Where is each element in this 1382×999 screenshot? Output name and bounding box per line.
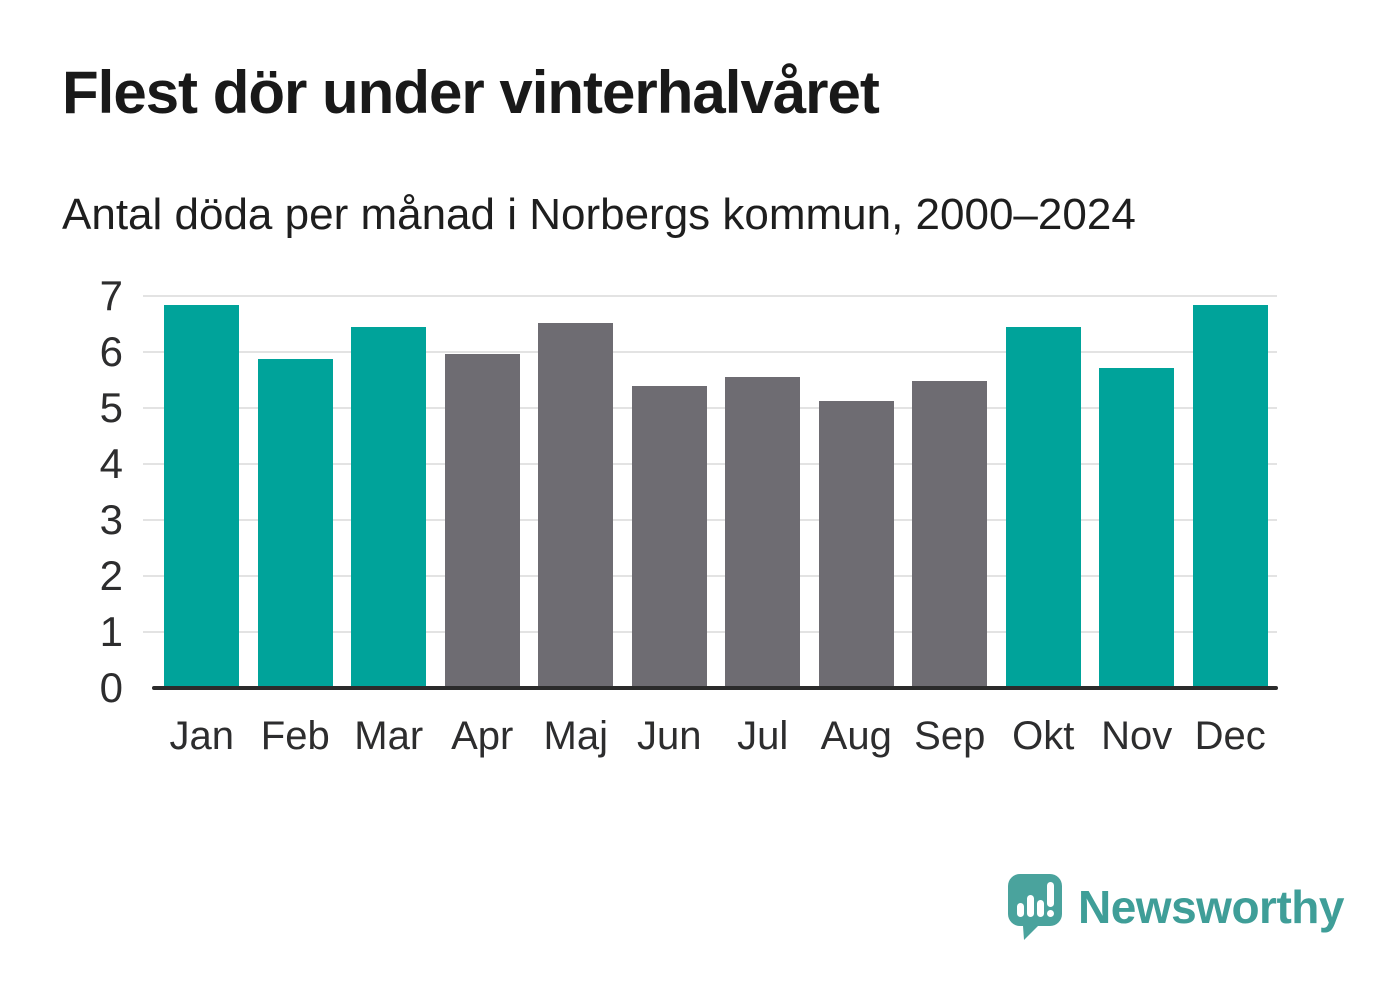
- x-tick-label-feb: Feb: [260, 714, 330, 758]
- newsworthy-logo-text: Newsworthy: [1078, 881, 1344, 933]
- gridline-y-7: [155, 295, 1277, 297]
- x-axis-line: [152, 686, 1278, 690]
- gridline-y-4: [155, 463, 1277, 465]
- newsworthy-speech-bubble-icon: [1008, 874, 1062, 940]
- bar-maj: [538, 322, 614, 688]
- gridline-y-6: [155, 351, 1277, 353]
- bar-feb: [257, 358, 333, 688]
- y-tick-mark-3: [143, 519, 155, 521]
- newsworthy-logo: Newsworthy: [1008, 874, 1344, 940]
- x-tick-label-jan: Jan: [169, 714, 235, 758]
- y-tick-label-4: 4: [99, 440, 123, 487]
- y-tick-mark-7: [143, 295, 155, 297]
- y-tick-label-6: 6: [99, 328, 123, 375]
- bar-sep: [912, 381, 988, 688]
- gridline-y-2: [155, 575, 1277, 577]
- x-tick-label-maj: Maj: [543, 714, 608, 758]
- y-tick-label-3: 3: [99, 496, 123, 543]
- gridline-y-1: [155, 631, 1277, 633]
- x-tick-label-apr: Apr: [451, 714, 514, 758]
- y-tick-label-0: 0: [99, 664, 123, 711]
- bar-apr: [444, 354, 520, 688]
- bar-jun: [631, 385, 707, 688]
- y-tick-label-7: 7: [99, 272, 123, 319]
- bar-okt: [1005, 327, 1081, 688]
- x-tick-label-jun: Jun: [637, 714, 702, 758]
- x-tick-label-nov: Nov: [1101, 714, 1173, 758]
- bar-mar: [351, 327, 427, 688]
- gridline-y-3: [155, 519, 1277, 521]
- y-tick-mark-6: [143, 351, 155, 353]
- bar-jan: [164, 304, 240, 688]
- plot-area: [143, 295, 1277, 688]
- x-tick-label-mar: Mar: [354, 714, 424, 758]
- y-tick-mark-2: [143, 575, 155, 577]
- y-tick-mark-4: [143, 463, 155, 465]
- bar-aug: [818, 401, 894, 688]
- x-tick-label-dec: Dec: [1194, 714, 1266, 758]
- bar-jul: [725, 376, 801, 688]
- bar-dec: [1192, 304, 1268, 688]
- bar-nov: [1099, 367, 1175, 688]
- x-tick-label-sep: Sep: [914, 714, 986, 758]
- x-tick-label-jul: Jul: [737, 714, 789, 758]
- y-axis-labels: 0 1 2 3 4 5 6 7: [40, 272, 140, 711]
- y-tick-label-5: 5: [99, 384, 123, 431]
- y-tick-label-1: 1: [99, 608, 123, 655]
- y-tick-mark-1: [143, 631, 155, 633]
- y-tick-label-2: 2: [99, 552, 123, 599]
- x-tick-label-aug: Aug: [820, 714, 892, 758]
- x-tick-label-okt: Okt: [1012, 714, 1075, 758]
- x-axis-labels: Jan Feb Mar Apr Maj Jun Jul Aug Sep Okt Nov Dec: [155, 714, 1277, 770]
- y-tick-mark-5: [143, 407, 155, 409]
- chart-subtitle: Antal döda per månad i Norbergs kommun, …: [62, 190, 1136, 239]
- gridline-y-5: [155, 407, 1277, 409]
- chart-title: Flest dör under vinterhalvåret: [62, 59, 880, 126]
